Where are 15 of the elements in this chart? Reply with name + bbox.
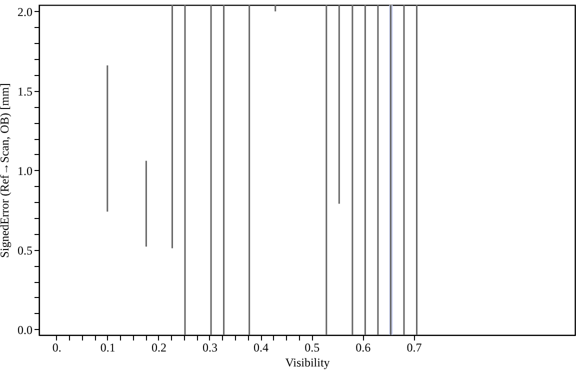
x-tick-label: 0.1 (100, 340, 116, 354)
y-axis-title: SignedError (Ref→Scan, OB) [mm] (0, 83, 12, 258)
x-tick-label: 0.6 (356, 340, 371, 354)
y-tick-label: 1.0 (18, 164, 32, 178)
x-tick-label: 0.2 (151, 340, 166, 354)
x-tick-label: 0.4 (254, 340, 269, 354)
y-tick-label: 2.0 (18, 4, 32, 19)
x-tick-label: 0.3 (202, 340, 218, 354)
y-tick-label: 1.5 (18, 84, 32, 98)
x-tick-label: 0. (52, 340, 62, 354)
x-tick-label: 0.5 (304, 340, 320, 354)
x-axis-title: Visibility (285, 356, 330, 370)
y-tick-label: 0.5 (18, 243, 32, 258)
y-tick-label: 0.0 (18, 322, 32, 337)
x-tick-label: 0.7 (406, 340, 422, 354)
